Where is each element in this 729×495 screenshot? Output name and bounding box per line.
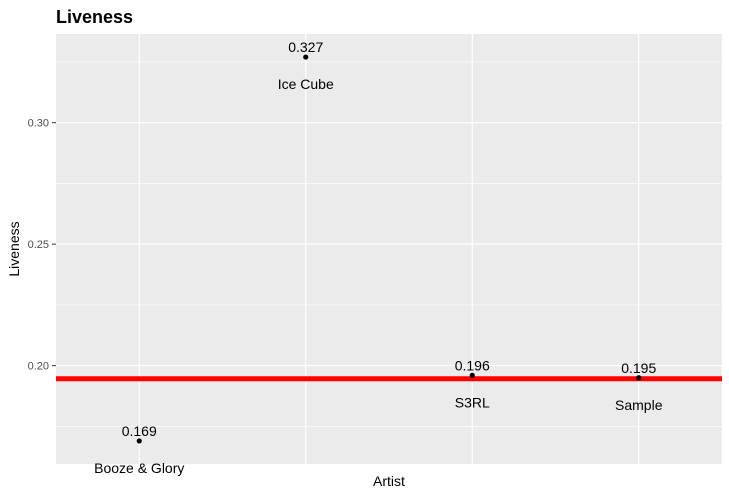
points-layer: 0.169 Booze & Glory 0.327 Ice Cube 0.196 S3RL… [94, 39, 663, 476]
chart-title: Liveness [56, 7, 133, 27]
data-value-label: 0.327 [288, 39, 323, 55]
data-point [469, 372, 475, 378]
data-point [636, 375, 642, 381]
y-axis: 0.20 0.25 0.30 [28, 118, 56, 373]
y-tick-label: 0.25 [28, 239, 49, 251]
data-point-label: Ice Cube [278, 76, 334, 92]
data-point-label: Sample [615, 397, 663, 413]
data-point-label: Booze & Glory [94, 460, 184, 476]
data-value-label: 0.196 [455, 357, 490, 373]
y-tick-label: 0.30 [28, 118, 49, 130]
major-gridlines [56, 34, 722, 464]
plot-panel [56, 34, 722, 464]
data-point [303, 54, 309, 60]
data-point-label: S3RL [455, 394, 490, 410]
y-axis-title: Liveness [6, 221, 22, 276]
data-value-label: 0.169 [122, 423, 157, 439]
data-value-label: 0.195 [621, 360, 656, 376]
data-point [136, 438, 142, 444]
minor-gridlines [56, 61, 722, 427]
y-tick-label: 0.20 [28, 361, 49, 373]
x-axis-title: Artist [373, 473, 405, 489]
